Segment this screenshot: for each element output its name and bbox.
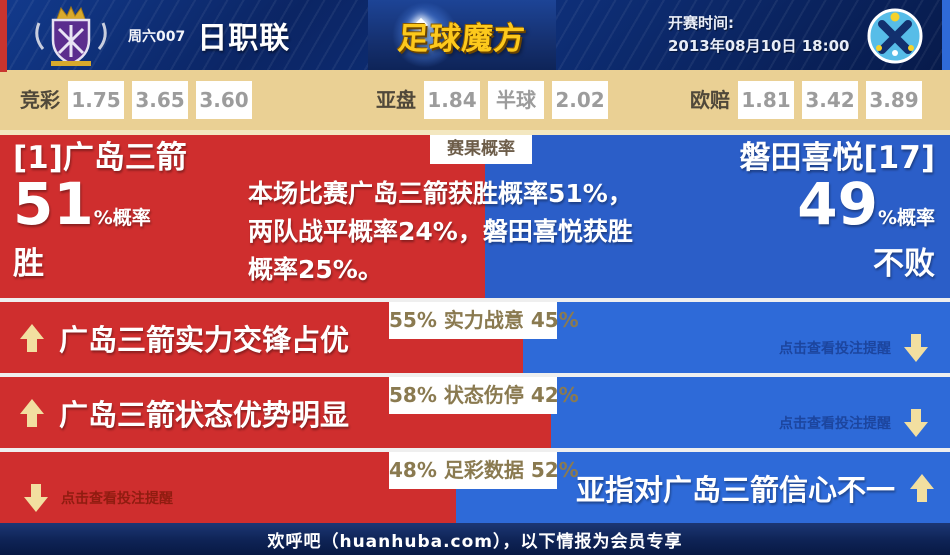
home-outcome-label: 胜	[13, 246, 44, 282]
betting-reminder-link[interactable]: 点击查看投注提醒	[779, 334, 928, 362]
oupei-label: 欧赔	[690, 88, 730, 112]
away-team-crest-icon	[866, 8, 924, 64]
factor-away-bar	[522, 302, 950, 373]
jingcai-home-odds: 1.75	[68, 81, 124, 119]
league-name: 日职联	[197, 21, 291, 56]
down-arrow-icon[interactable]	[24, 484, 48, 512]
factor-right-percent: 42%	[530, 383, 579, 407]
jingcai-away-odds: 3.60	[196, 81, 252, 119]
factor-headline: 广岛三箭状态优势明显	[20, 377, 349, 448]
home-probability-block: [1]广岛三箭 51%概率 胜	[13, 139, 187, 282]
away-outcome-label: 不败	[873, 246, 935, 282]
factor-metric-name: 状态伤停	[443, 383, 524, 407]
jingcai-label: 竞彩	[20, 88, 60, 112]
factor-metric-label: 55% 实力战意 45%	[389, 302, 579, 339]
factor-away-bar	[551, 377, 950, 448]
match-code: 周六007	[128, 29, 186, 45]
betting-reminder-text[interactable]: 点击查看投注提醒	[779, 341, 891, 357]
site-logo-panel: 足球魔方	[368, 0, 556, 70]
kickoff-time-block: 开赛时间: 2013年08月10日 18:00	[668, 12, 849, 58]
factor-left-percent: 48%	[389, 458, 437, 482]
factor-metric-name: 实力战意	[443, 308, 524, 332]
factor-metric-name: 足彩数据	[443, 458, 524, 482]
yapan-label: 亚盘	[376, 88, 416, 112]
up-arrow-icon	[20, 398, 44, 427]
result-probability-badge: 赛果概率	[430, 135, 532, 164]
factor-headline-text: 亚指对广岛三箭信心不一	[575, 472, 895, 507]
odds-band: 竞彩 1.75 3.65 3.60 亚盘 1.84 半球 2.02 欧赔 1.8…	[0, 70, 950, 130]
betting-reminder-link[interactable]: 点击查看投注提醒	[779, 409, 928, 437]
home-team-crest-icon	[31, 5, 111, 67]
factor-row-strength: 55% 实力战意 45% 广岛三箭实力交锋占优 点击查看投注提醒	[0, 302, 950, 373]
factor-row-form: 58% 状态伤停 42% 广岛三箭状态优势明显 点击查看投注提醒	[0, 377, 950, 448]
betting-reminder-text[interactable]: 点击查看投注提醒	[779, 416, 891, 432]
kickoff-time: 2013年08月10日 18:00	[668, 37, 850, 55]
footer-text: 欢呼吧（huanhuba.com），以下情报为会员专享	[267, 531, 683, 552]
result-probability-section: 赛果概率 [1]广岛三箭 51%概率 胜 本场比赛广岛三箭获胜概率51%， 两队…	[0, 135, 950, 298]
separator-line	[0, 130, 950, 135]
oupei-away-odds: 3.89	[866, 81, 922, 119]
factor-left-percent: 55%	[389, 308, 437, 332]
betting-reminder-text[interactable]: 点击查看投注提醒	[61, 491, 173, 507]
oupei-home-odds: 1.81	[738, 81, 794, 119]
logo-starburst-icon	[392, 2, 458, 68]
header-bar: 周六007 日职联 足球魔方 开赛时间: 2013年08月10日 18:00	[0, 0, 950, 70]
footer-bar: 欢呼吧（huanhuba.com），以下情报为会员专享	[0, 523, 950, 555]
site-logo: 足球魔方	[396, 20, 528, 57]
factor-metric-label: 48% 足彩数据 52%	[389, 452, 579, 489]
yapan-away-odds: 2.02	[552, 81, 608, 119]
factor-headline-text: 广岛三箭状态优势明显	[59, 397, 350, 432]
up-arrow-icon	[910, 473, 934, 502]
home-team-name: [1]广岛三箭	[13, 140, 187, 176]
summary-line: 概率25%。	[248, 255, 383, 284]
summary-line: 本场比赛广岛三箭获胜概率51%，	[248, 179, 633, 208]
factor-right-percent: 52%	[530, 458, 579, 482]
factor-headline-text: 广岛三箭实力交锋占优	[59, 322, 350, 357]
summary-line: 两队战平概率24%，磐田喜悦获胜	[248, 217, 633, 246]
factor-headline: 广岛三箭实力交锋占优	[20, 302, 349, 373]
jingcai-draw-odds: 3.65	[132, 81, 188, 119]
probability-summary: 本场比赛广岛三箭获胜概率51%， 两队战平概率24%，磐田喜悦获胜 概率25%。	[248, 175, 708, 289]
up-arrow-icon	[20, 323, 44, 352]
factor-right-percent: 45%	[530, 308, 579, 332]
factor-headline: 亚指对广岛三箭信心不一	[576, 452, 934, 523]
away-probability-bar	[484, 135, 950, 298]
away-team-name: 磐田喜悦[17]	[739, 140, 935, 176]
factor-row-lottery-data: 48% 足彩数据 52% 点击查看投注提醒 亚指对广岛三箭信心不一	[0, 452, 950, 523]
away-probability-block: 磐田喜悦[17] 49%概率 不败	[740, 139, 935, 282]
home-percent-suffix: %概率	[93, 207, 151, 229]
down-arrow-icon[interactable]	[904, 409, 928, 437]
away-win-percent: 49	[797, 170, 878, 238]
home-win-percent: 51	[13, 170, 94, 238]
betting-reminder-link[interactable]: 点击查看投注提醒	[24, 484, 173, 512]
oupei-draw-odds: 3.42	[802, 81, 858, 119]
factor-metric-label: 58% 状态伤停 42%	[389, 377, 579, 414]
down-arrow-icon[interactable]	[904, 334, 928, 362]
yapan-home-odds: 1.84	[424, 81, 480, 119]
header-left-edge	[0, 0, 7, 72]
yapan-handicap: 半球	[488, 81, 544, 119]
factor-left-percent: 58%	[389, 383, 437, 407]
header-right-edge	[942, 0, 950, 70]
kickoff-label: 开赛时间:	[668, 14, 734, 32]
match-info: 周六007 日职联	[128, 0, 290, 70]
away-percent-suffix: %概率	[877, 207, 935, 229]
